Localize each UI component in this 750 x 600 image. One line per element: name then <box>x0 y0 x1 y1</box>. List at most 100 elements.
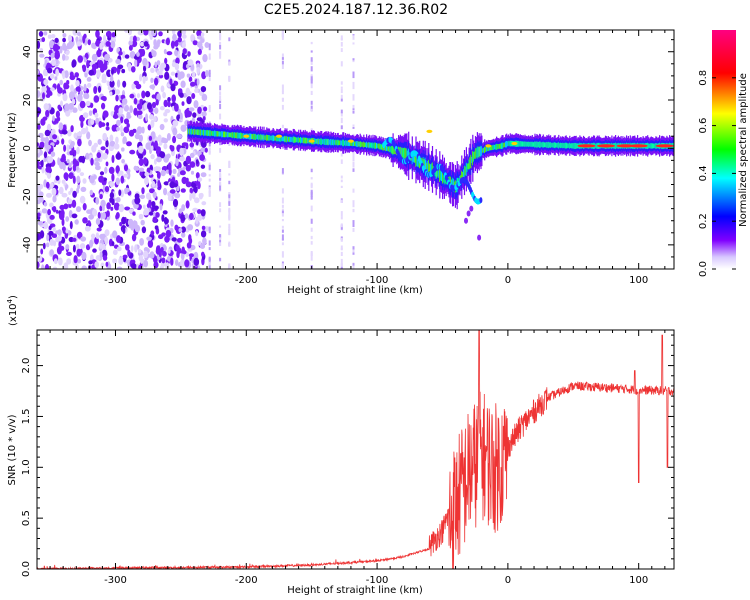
spectrogram-ridge-core <box>275 136 277 141</box>
spectrogram-noise-cell <box>149 188 155 194</box>
spectrogram-noise-cell <box>154 61 158 68</box>
spectrogram-ridge-core <box>509 140 511 147</box>
spectrogram-ridge-core <box>214 130 217 137</box>
spectrogram-noise-cell <box>115 94 119 102</box>
spectrogram-noise-cell <box>124 54 130 59</box>
spectrogram-ridge-core <box>315 138 317 144</box>
spectrogram-ridge-core <box>284 135 286 143</box>
spectrogram-ridge-core <box>266 134 268 141</box>
spectrogram-noise-cell <box>101 102 106 110</box>
spectrogram-noise-cell <box>150 119 155 128</box>
spectrogram-noise-cell <box>157 180 161 188</box>
spectrogram-noise-cell <box>71 213 78 219</box>
spectrogram-streak <box>310 177 313 180</box>
spectrogram-noise-cell <box>62 71 66 80</box>
spectrogram-ridge-core <box>503 142 505 148</box>
spectrogram-ridge-core <box>474 148 477 159</box>
spectrogram-ridge-core <box>381 144 383 150</box>
spectrogram-noise-cell <box>192 112 197 118</box>
spectrogram-noise-cell <box>115 197 121 203</box>
spectrogram-streak <box>219 258 222 262</box>
spectrogram-noise-cell <box>70 187 74 193</box>
colorbar-label: Normalized spectral amplitude <box>738 73 749 227</box>
spectrogram-noise-cell <box>109 181 115 188</box>
spectrogram-ridge-core <box>481 146 483 156</box>
spectrogram-ridge-core <box>497 144 499 150</box>
spectrogram-ridge-core <box>559 143 561 148</box>
spectrogram-noise-cell <box>52 206 57 213</box>
spectrogram-ridge-core <box>572 143 575 149</box>
spectrogram-noise-cell <box>59 79 63 85</box>
spectrogram-noise-cell <box>115 136 119 144</box>
spectrogram-noise-cell <box>185 142 189 150</box>
spectrogram-noise-cell <box>61 226 66 232</box>
spectrogram-streak <box>340 223 343 228</box>
spectrogram-ridge-core <box>442 172 445 183</box>
spectrogram-noise-cell <box>172 120 179 127</box>
spectrogram-noise-cell <box>86 131 91 140</box>
spectrogram-noise-cell <box>73 132 78 139</box>
spectrogram-frame <box>36 29 675 270</box>
spectrogram-ridge-core <box>223 131 225 138</box>
spectrogram-noise-cell <box>178 88 183 93</box>
spectrogram-noise-cell <box>103 34 106 43</box>
spectrogram-noise-cell <box>61 218 65 227</box>
spectrogram-y-label: Frequency (Hz) <box>7 112 18 188</box>
spectrogram-noise-cell <box>118 204 125 213</box>
spectrogram-streak <box>281 104 284 110</box>
spectrogram-noise-cell <box>91 63 98 70</box>
spectrogram-ridge-core <box>476 146 478 159</box>
spectrogram-streak <box>352 133 355 137</box>
spectrogram-ridge-core <box>473 151 475 162</box>
spectrogram-noise-cell <box>65 216 70 222</box>
spectrogram-noise-cell <box>170 257 174 266</box>
y-tick-label: 40 <box>22 45 33 58</box>
spectrogram-noise-cell <box>128 45 133 51</box>
spectrogram-ridge-core <box>546 141 548 148</box>
spectrogram-noise-cell <box>80 186 87 192</box>
spectrogram-streak <box>340 88 343 94</box>
spectrogram-streak <box>208 258 211 263</box>
spectrogram-ridge-core <box>519 141 521 147</box>
spectrogram-streak <box>352 58 355 61</box>
spectrogram-noise-cell <box>136 51 140 57</box>
spectrogram-noise-cell <box>79 172 85 177</box>
spectrogram-noise-cell <box>63 262 69 269</box>
spectrogram-noise-cell <box>172 168 177 175</box>
spectrogram-noise-cell <box>163 187 168 196</box>
spectrogram-streak <box>219 45 222 50</box>
spectrogram-ridge-core <box>398 147 401 157</box>
spectrogram-ridge-core <box>552 142 554 148</box>
spectrogram-noise-cell <box>160 106 165 111</box>
spectrogram-ridge-core <box>544 142 546 148</box>
spectrogram-noise-cell <box>130 223 135 231</box>
spectrogram-noise-cell <box>141 126 145 134</box>
spectrogram-streak <box>352 263 355 268</box>
spectrogram-streak <box>310 168 313 173</box>
spectrogram-noise-cell <box>184 259 190 268</box>
spectrogram-ridge-core <box>344 140 346 146</box>
spectrogram-ridge-core <box>287 136 289 142</box>
spectrogram-ridge-core <box>322 139 325 145</box>
spectrogram-noise-cell <box>76 146 80 155</box>
spectrogram-streak <box>228 226 231 231</box>
spectrogram-noise-cell <box>202 54 208 63</box>
spectrogram-noise-cell <box>104 236 109 245</box>
spectrogram-ridge-core <box>484 146 486 153</box>
spectrogram-ridge-core <box>221 131 223 138</box>
spectrogram-ridge-core <box>291 137 293 142</box>
spectrogram-noise-cell <box>171 30 176 35</box>
spectrogram-ridge-core <box>500 143 502 149</box>
spectrogram-noise-cell <box>197 35 203 40</box>
spectrogram-ridge-core <box>391 146 393 154</box>
spectrogram-noise-cell <box>159 151 166 159</box>
spectrogram-ridge-core <box>441 171 443 182</box>
spectrogram-ridge-core <box>341 140 343 146</box>
spectrogram-streak <box>340 94 343 99</box>
spectrogram-streak <box>219 140 222 146</box>
spectrogram-noise-cell <box>72 237 77 242</box>
spectrogram-streak <box>340 125 343 130</box>
spectrogram-noise-cell <box>196 66 200 74</box>
spectrogram-ridge-core <box>595 143 597 149</box>
spectrogram-noise-cell <box>187 224 194 231</box>
